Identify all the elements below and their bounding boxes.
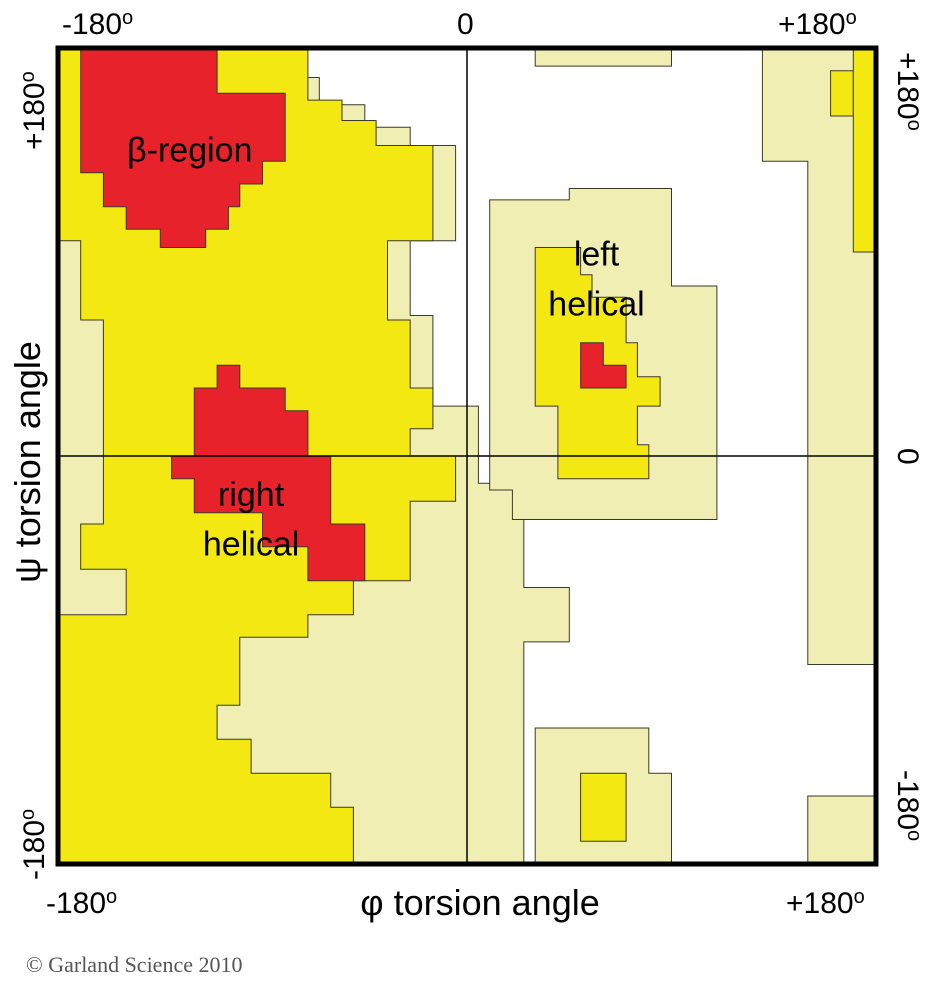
top-tick-right: +180o [778, 7, 857, 41]
right-tick-bottom: -180o [891, 770, 925, 841]
generously-allowed-region-2 [534, 47, 672, 67]
additionally-allowed-region-9 [852, 47, 877, 253]
region-label-3: left [574, 235, 620, 273]
region-labels: β-region right helical left helical [127, 131, 645, 563]
most-favoured-region-11 [80, 47, 286, 248]
copyright-notice: © Garland Science 2010 [26, 952, 243, 977]
region-label-0: β-region [127, 131, 252, 169]
region-label-4: helical [548, 285, 644, 323]
bottom-tick-right: +180o [786, 886, 865, 920]
additionally-allowed-region-8 [830, 70, 854, 117]
left-tick-bottom: -180o [17, 809, 51, 880]
left-tick-top: +180o [17, 71, 51, 150]
bottom-tick-left: -180o [46, 886, 117, 920]
x-axis-title: φ torsion angle [360, 882, 599, 923]
tick-labels: -180o 0 +180o -180o +180o +180o -180o +1… [17, 7, 925, 920]
region-label-2: helical [203, 526, 299, 564]
generously-allowed-region-5 [807, 795, 877, 865]
top-tick-center: 0 [457, 8, 474, 41]
right-tick-top: +180o [891, 52, 925, 131]
top-tick-left: -180o [62, 7, 133, 41]
axis-lines [58, 48, 876, 864]
right-tick-center: 0 [891, 448, 924, 465]
additionally-allowed-region-10 [580, 772, 627, 842]
plot-border [55, 45, 879, 867]
region-label-1: right [218, 476, 285, 514]
most-favoured-region-13 [580, 342, 627, 389]
y-axis-title: ψ torsion angle [7, 341, 48, 583]
plot-frame [55, 45, 879, 867]
